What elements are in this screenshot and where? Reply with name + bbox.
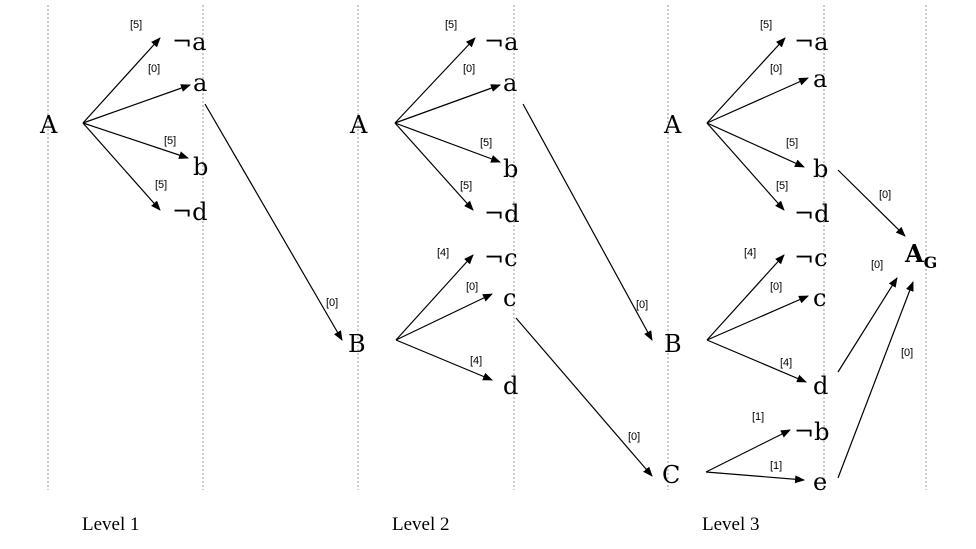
- l2-edge-A-notd: [394, 122, 474, 211]
- l2-node-a: a: [503, 69, 517, 97]
- l3-cost-a: [0]: [770, 63, 782, 75]
- goal-node: AG: [904, 239, 937, 272]
- l2-edge-c-to-C: [515, 317, 653, 477]
- l3-cost-b: [5]: [786, 137, 798, 149]
- l1-cost-a-to-B: [0]: [326, 297, 338, 309]
- l2-cost-notc: [4]: [437, 247, 449, 259]
- l3-node-b: b: [813, 155, 828, 183]
- l3-cost-e: [1]: [770, 460, 782, 472]
- l3-edge-B-notc: [706, 254, 785, 341]
- l1-node-a: a: [193, 69, 207, 97]
- l3-edge-C-e: [705, 471, 805, 484]
- l2-edge-A-a: [394, 84, 501, 124]
- l3-cost-c: [0]: [770, 281, 782, 293]
- l1-edge-A-notd: [82, 122, 161, 211]
- l2-cost-a-to-B: [0]: [636, 299, 648, 311]
- l3-node-nota: ¬a: [794, 28, 828, 56]
- l3-cost-notc: [4]: [744, 247, 756, 259]
- l2-node-b: b: [503, 155, 518, 183]
- l2-node-B: B: [348, 330, 366, 358]
- l3-cost-b-to-goal: [0]: [879, 189, 891, 201]
- l2-node-A: A: [349, 111, 368, 139]
- l3-node-notd: ¬d: [794, 200, 829, 228]
- l2-edge-A-nota: [394, 37, 476, 124]
- l3-node-notb: ¬b: [794, 418, 829, 446]
- goal-label: A: [904, 239, 924, 268]
- l2-node-notc: ¬c: [484, 244, 518, 272]
- l1-cost-b: [5]: [164, 135, 176, 147]
- l2-edge-A-b: [394, 122, 501, 163]
- l2-cost-notd: [5]: [460, 180, 472, 192]
- l3-cost-nota: [5]: [760, 19, 772, 31]
- l3-cost-d: [4]: [780, 357, 792, 369]
- l2-edge-B-c: [395, 293, 493, 341]
- level-label-2: Level 2: [392, 514, 450, 535]
- l3-edge-A-notd: [706, 122, 785, 211]
- l3-edge-A-b: [706, 122, 805, 168]
- l1-edge-A-nota: [82, 37, 161, 124]
- l2-cost-nota: [5]: [445, 19, 457, 31]
- l3-cost-e-to-goal: [0]: [901, 347, 913, 359]
- l3-edge-e-to-goal: [837, 281, 914, 479]
- l3-edge-A-a: [706, 77, 809, 124]
- l3-node-B: B: [664, 330, 682, 358]
- l2-node-c: c: [503, 284, 516, 312]
- l1-edge-A-b: [82, 122, 189, 159]
- l3-node-a: a: [813, 65, 827, 93]
- level-label-1: Level 1: [82, 514, 140, 535]
- l2-node-notd: ¬d: [484, 200, 519, 228]
- l3-edge-d-to-goal: [837, 277, 898, 373]
- l2-edge-B-notc: [395, 254, 474, 341]
- l3-cost-notb: [1]: [752, 411, 764, 423]
- l3-node-e: e: [813, 468, 827, 496]
- l3-cost-notd: [5]: [776, 180, 788, 192]
- l1-cost-nota: [5]: [130, 19, 142, 31]
- l1-node-nota: ¬a: [172, 28, 206, 56]
- l1-node-notd: ¬d: [172, 198, 207, 226]
- l1-edge-a-to-B: [204, 103, 343, 341]
- l3-edge-A-nota: [706, 37, 786, 124]
- l2-node-nota: ¬a: [484, 28, 518, 56]
- l2-edge-a-to-B: [522, 103, 653, 341]
- l3-edge-b-to-goal: [837, 169, 906, 237]
- l2-cost-c: [0]: [466, 281, 478, 293]
- l2-cost-b: [5]: [480, 137, 492, 149]
- l3-node-c: c: [813, 284, 826, 312]
- l3-edge-B-c: [706, 295, 809, 341]
- l1-node-b: b: [193, 153, 208, 181]
- level-label-3: Level 3: [702, 514, 760, 535]
- goal-subscript: G: [924, 253, 938, 272]
- l3-cost-d-to-goal: [0]: [871, 259, 883, 271]
- l2-cost-c-to-C: [0]: [628, 431, 640, 443]
- l1-node-A: A: [39, 111, 58, 139]
- l3-node-d: d: [813, 372, 828, 400]
- l3-edge-C-notb: [705, 429, 791, 473]
- l3-node-A: A: [663, 111, 682, 139]
- l1-cost-notd: [5]: [155, 179, 167, 191]
- l1-cost-a: [0]: [148, 63, 160, 75]
- l1-edge-A-a: [82, 84, 191, 124]
- l3-node-C: C: [662, 461, 680, 489]
- l2-edge-B-d: [395, 339, 493, 381]
- l2-cost-a: [0]: [463, 63, 475, 75]
- l2-cost-d: [4]: [470, 355, 482, 367]
- l3-edge-B-d: [706, 339, 807, 383]
- l2-node-d: d: [503, 372, 518, 400]
- l3-node-notc: ¬c: [794, 244, 828, 272]
